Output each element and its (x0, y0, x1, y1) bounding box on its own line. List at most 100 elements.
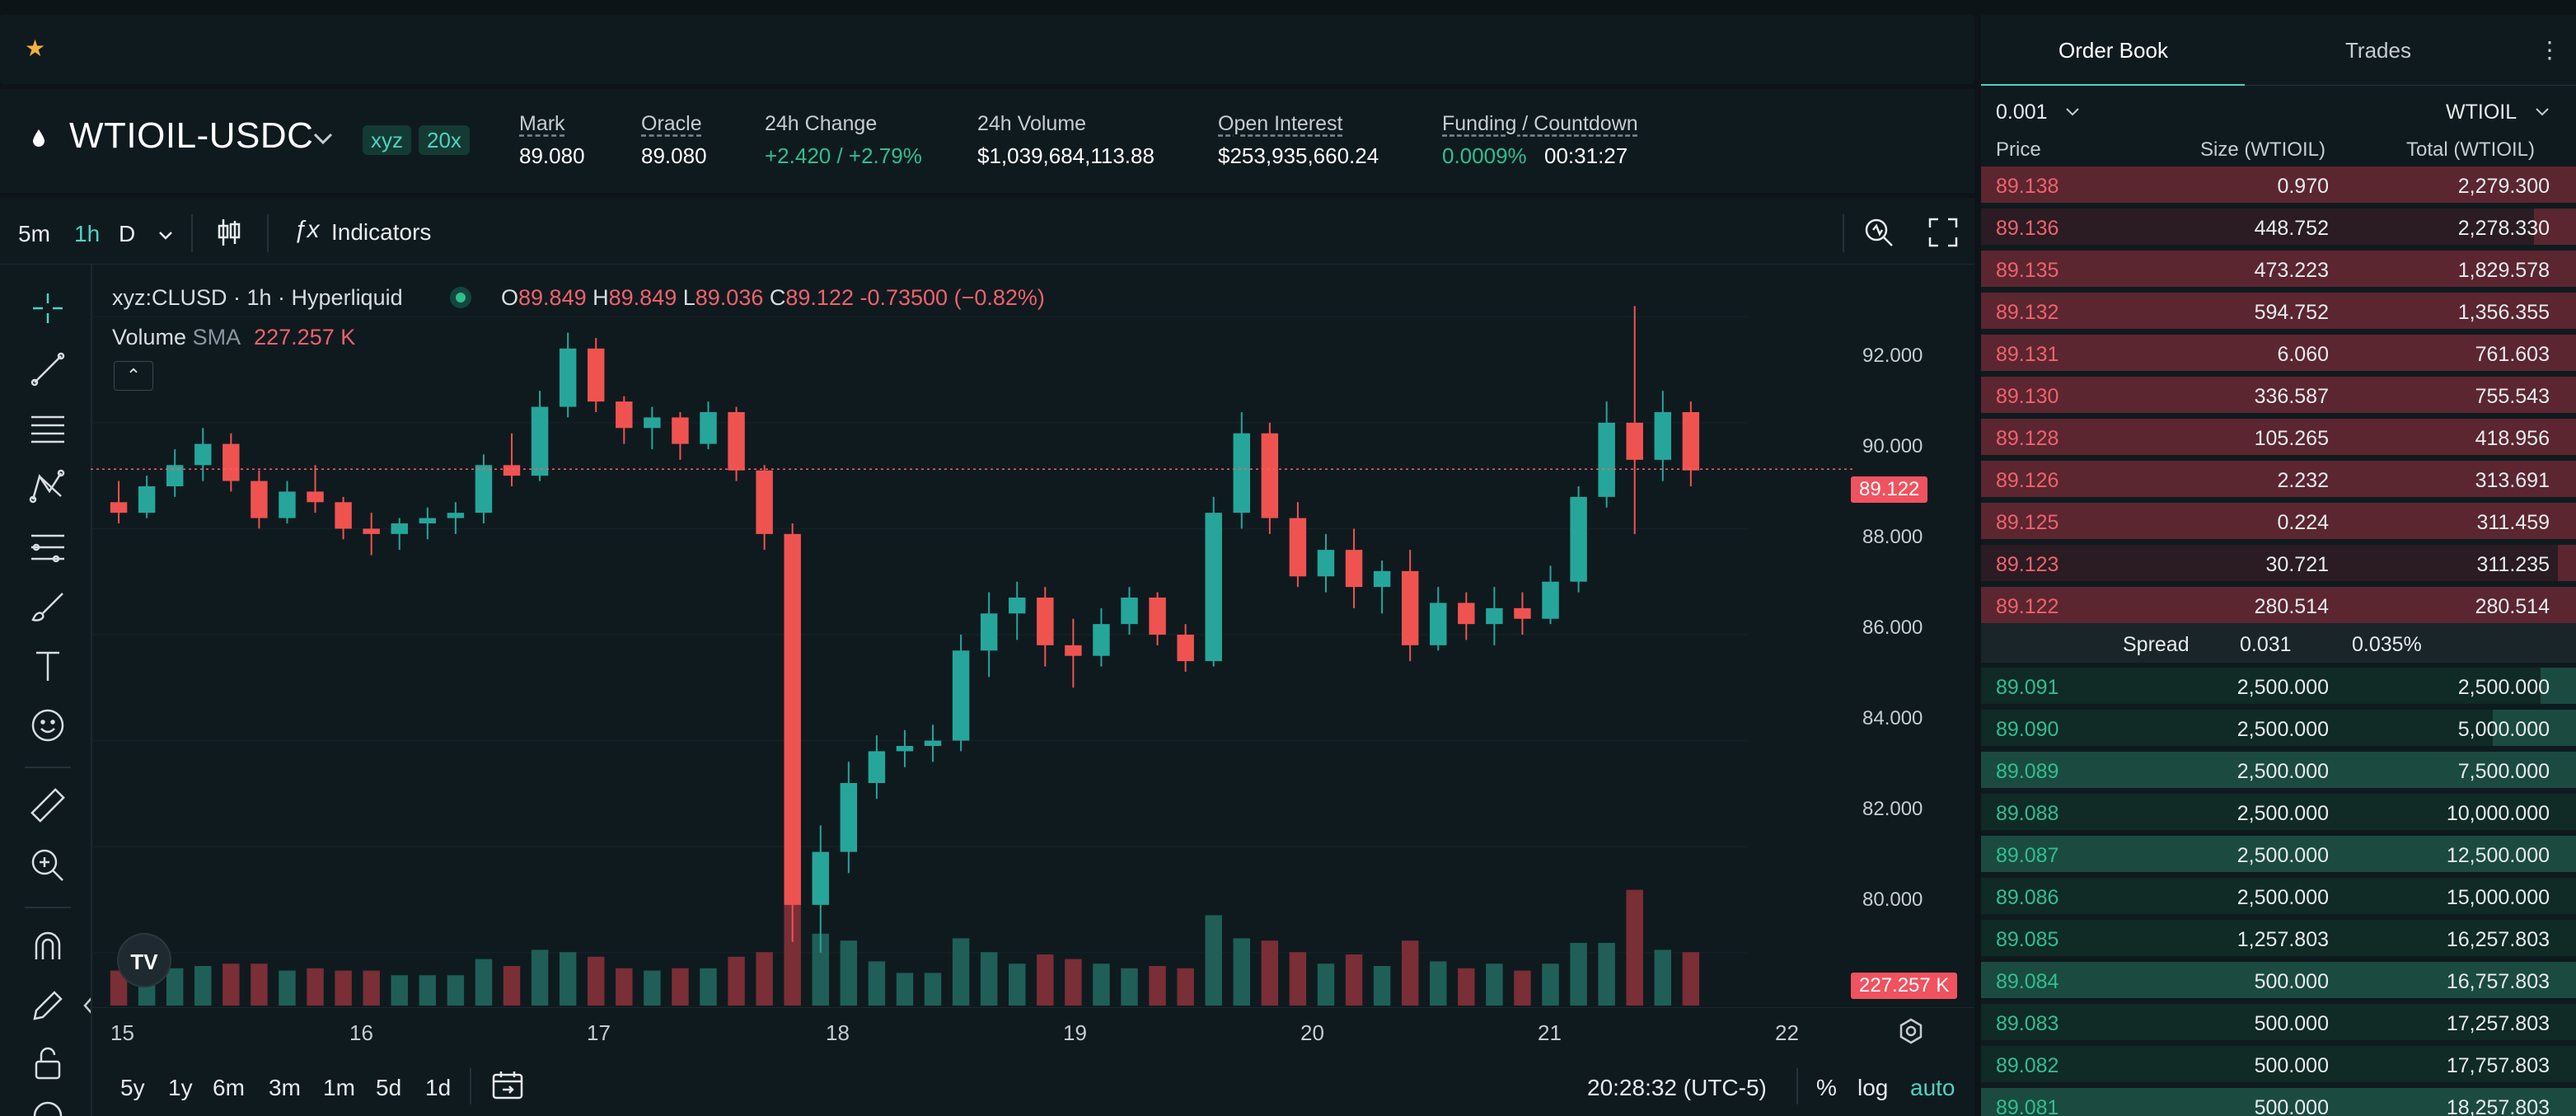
candle-body (279, 491, 296, 518)
bid-row[interactable]: 89.091 2,500.000 2,500.000 (1981, 666, 2576, 706)
more-options-icon[interactable]: ⋮ (2538, 37, 2561, 63)
bid-row[interactable]: 89.089 2,500.000 7,500.000 (1981, 750, 2576, 790)
chart-clock[interactable]: 20:28:32 (UTC-5) (1587, 1075, 1767, 1100)
timeframe-d[interactable]: D (119, 221, 136, 246)
brush-icon[interactable] (28, 587, 68, 626)
zoom-in-icon[interactable] (28, 846, 68, 885)
volume-bar (1430, 961, 1447, 1006)
ask-row[interactable]: 89.130 336.587 755.543 (1981, 375, 2576, 415)
ask-total: 755.543 (2475, 385, 2550, 408)
volume-bar (1626, 889, 1643, 1006)
ask-row[interactable]: 89.122 280.514 280.514 (1981, 585, 2576, 625)
text-icon[interactable] (28, 646, 68, 686)
volume-bar (251, 964, 268, 1006)
magnet-icon[interactable] (28, 926, 68, 966)
bid-row[interactable]: 89.088 2,500.000 10,000.000 (1981, 792, 2576, 832)
ask-row[interactable]: 89.135 473.223 1,829.578 (1981, 249, 2576, 288)
favorites-bar (0, 15, 1974, 84)
chevron-down-icon[interactable] (2535, 107, 2550, 117)
range-6m[interactable]: 6m (213, 1075, 245, 1100)
ruler-icon[interactable] (28, 786, 68, 826)
bid-size: 500.000 (2254, 1012, 2329, 1035)
log-toggle[interactable]: log (1857, 1075, 1889, 1100)
percent-toggle[interactable]: % (1816, 1075, 1837, 1100)
toolbar-divider (1843, 214, 1844, 252)
chevron-down-icon[interactable] (2065, 107, 2080, 117)
timeframe-5m[interactable]: 5m (18, 221, 50, 246)
ask-row[interactable]: 89.131 6.060 761.603 (1981, 333, 2576, 373)
candle-body (672, 417, 689, 444)
fullscreen-icon[interactable] (1928, 218, 1958, 247)
settings-icon[interactable] (1897, 1017, 1925, 1045)
bid-row[interactable]: 89.086 2,500.000 15,000.000 (1981, 876, 2576, 916)
ask-row[interactable]: 89.123 30.721 311.235 (1981, 543, 2576, 583)
trend-line-icon[interactable] (28, 349, 68, 389)
crosshair-icon[interactable] (28, 288, 68, 328)
lock-icon[interactable] (28, 1043, 68, 1083)
candle-body (1261, 433, 1279, 518)
ask-depth-bar (2534, 209, 2576, 245)
emoji-icon[interactable] (28, 706, 68, 745)
star-icon[interactable]: ★ (25, 35, 46, 61)
bid-row[interactable]: 89.084 500.000 16,757.803 (1981, 960, 2576, 1000)
ask-row[interactable]: 89.132 594.752 1,356.355 (1981, 291, 2576, 331)
bid-row[interactable]: 89.085 1,257.803 16,257.803 (1981, 918, 2576, 958)
unit-select[interactable]: WTIOIL (2446, 101, 2517, 124)
zoom-search-icon[interactable] (1862, 216, 1895, 249)
tab-order-book[interactable]: Order Book (2058, 38, 2168, 63)
tick-size-select[interactable]: 0.001 (1996, 101, 2048, 124)
function-icon[interactable]: ƒx (293, 216, 320, 243)
candle-body (251, 481, 268, 518)
pencil-lock-icon[interactable] (28, 986, 68, 1025)
candles-icon[interactable] (216, 216, 242, 249)
tab-trades[interactable]: Trades (2345, 38, 2411, 63)
range-5y[interactable]: 5y (120, 1075, 145, 1100)
volume-bar (1654, 950, 1672, 1006)
range-1y[interactable]: 1y (168, 1075, 193, 1100)
bid-row[interactable]: 89.083 500.000 17,257.803 (1981, 1002, 2576, 1042)
auto-toggle[interactable]: auto (1910, 1075, 1955, 1100)
active-tab-indicator (1981, 84, 2245, 86)
range-5d[interactable]: 5d (376, 1075, 402, 1100)
oracle-label: Oracle (641, 112, 702, 135)
candlestick-chart[interactable] (91, 264, 1862, 1022)
ask-row[interactable]: 89.125 0.224 311.459 (1981, 501, 2576, 541)
candle-body (644, 417, 661, 429)
candle-body (1430, 603, 1447, 645)
chevron-down-icon[interactable] (158, 231, 173, 241)
eye-icon[interactable] (28, 1096, 68, 1116)
ask-row[interactable]: 89.126 2.232 313.691 (1981, 459, 2576, 499)
bid-row[interactable]: 89.090 2,500.000 5,000.000 (1981, 708, 2576, 748)
ask-size: 105.265 (2254, 427, 2329, 450)
candle-body (391, 523, 408, 534)
timeframe-1h[interactable]: 1h (74, 221, 101, 246)
collapse-legend-button[interactable]: ⌃ (114, 361, 153, 391)
ask-row[interactable]: 89.138 0.970 2,279.300 (1981, 165, 2576, 204)
bid-price: 89.090 (1996, 718, 2059, 741)
range-1m[interactable]: 1m (323, 1075, 355, 1100)
candle-body (1458, 603, 1475, 625)
bid-row[interactable]: 89.081 500.000 18,257.803 (1981, 1086, 2576, 1116)
fib-icon[interactable] (28, 528, 68, 567)
range-3m[interactable]: 3m (269, 1075, 301, 1100)
chevron-down-icon[interactable] (311, 130, 335, 147)
horizontal-lines-icon[interactable] (28, 409, 68, 448)
ask-row[interactable]: 89.128 105.265 418.956 (1981, 417, 2576, 457)
ask-row[interactable]: 89.136 448.752 2,278.330 (1981, 207, 2576, 246)
candle-body (1177, 635, 1194, 662)
range-1d[interactable]: 1d (425, 1075, 452, 1100)
market-symbol[interactable]: WTIOIL-USDC (69, 115, 314, 156)
volume-bar (868, 961, 886, 1006)
bid-size: 2,500.000 (2236, 676, 2329, 699)
bid-row[interactable]: 89.087 2,500.000 12,500.000 (1981, 834, 2576, 874)
indicators-button[interactable]: Indicators (331, 219, 432, 245)
ask-size: 594.752 (2254, 301, 2329, 324)
chevron-left-icon[interactable] (82, 996, 94, 1015)
tab-divider (1981, 85, 2576, 86)
bid-row[interactable]: 89.082 500.000 17,757.803 (1981, 1044, 2576, 1084)
candle-body (307, 491, 324, 503)
calendar-icon[interactable] (491, 1070, 524, 1101)
pattern-icon[interactable] (28, 467, 68, 506)
price-tick: 84.000 (1862, 707, 1923, 729)
tradingview-logo[interactable]: TV (117, 933, 171, 987)
